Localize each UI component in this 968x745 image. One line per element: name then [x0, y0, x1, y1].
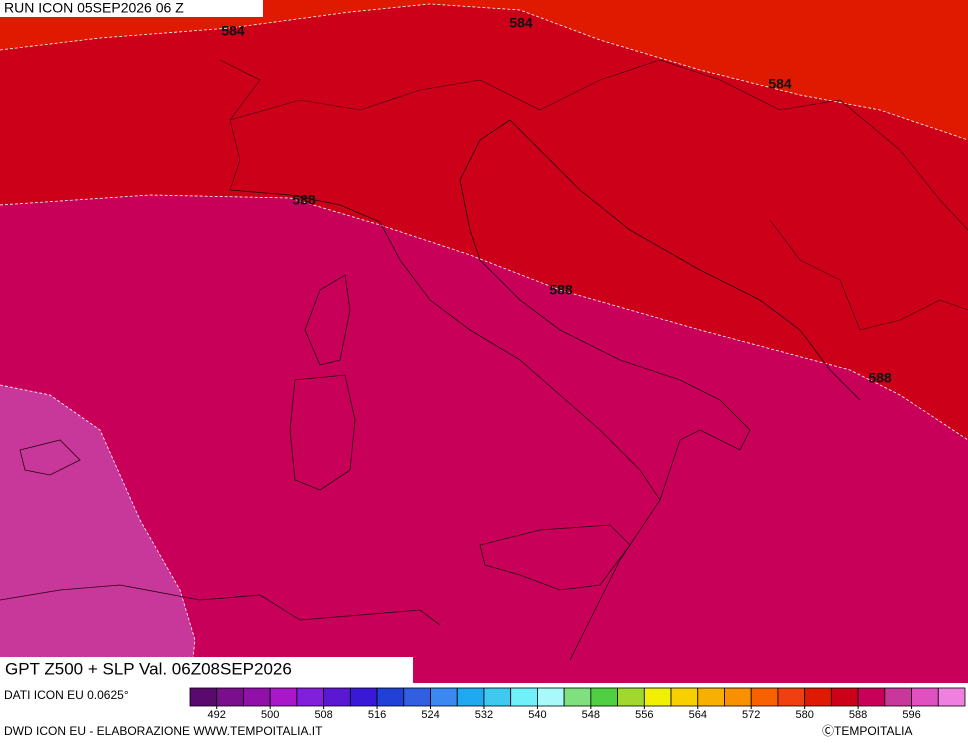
- contour-584: [0, 3, 968, 141]
- colorbar-swatch: [323, 687, 351, 707]
- colorbar-tick-label: 596: [902, 709, 920, 721]
- run-label: RUN ICON 05SEP2026 06 Z: [4, 0, 184, 16]
- colorbar-swatch: [243, 687, 271, 707]
- colorbar-tick-label: 524: [421, 709, 439, 721]
- colorbar-swatch: [189, 687, 218, 707]
- colorbar-swatch: [537, 687, 565, 707]
- colorbar-tick-label: 572: [742, 709, 760, 721]
- colorbar-tick-label: 588: [849, 709, 867, 721]
- colorbar-swatch: [483, 687, 512, 707]
- coastline: [459, 119, 861, 401]
- colorbar-swatch: [830, 687, 859, 707]
- colorbar-swatch: [590, 687, 618, 707]
- header-box: [0, 0, 263, 17]
- colorbar-tick-label: 516: [368, 709, 386, 721]
- zone-592: [0, 385, 195, 683]
- contour-label: 588: [549, 282, 573, 298]
- colorbar-swatch: [750, 687, 779, 707]
- colorbar-swatch: [403, 687, 431, 707]
- zone-588: [0, 195, 968, 683]
- border: [219, 59, 261, 191]
- colorbar-tick-label: 532: [475, 709, 493, 721]
- colorbar-swatch: [269, 687, 298, 707]
- colorbar-swatch: [349, 687, 378, 707]
- contour-label: 584: [509, 15, 533, 31]
- colorbar-swatch: [724, 687, 752, 707]
- colorbar-swatch: [296, 687, 325, 707]
- data-source: DATI ICON EU 0.0625°: [4, 688, 129, 702]
- corsica: [304, 274, 351, 366]
- colorbar-tick-label: 508: [314, 709, 332, 721]
- colorbar-swatch: [563, 687, 592, 707]
- colorbar-tick-label: 500: [261, 709, 279, 721]
- coastline: [229, 189, 661, 661]
- map-title: GPT Z500 + SLP Val. 06Z08SEP2026: [5, 659, 292, 678]
- colorbar-swatch: [911, 687, 939, 707]
- colorbar-swatch: [643, 687, 672, 707]
- contour-label: 584: [768, 76, 792, 92]
- colorbar-tick-label: 580: [795, 709, 813, 721]
- contour-label: 584: [221, 23, 245, 39]
- title-box: [0, 657, 413, 683]
- sicily: [479, 524, 631, 591]
- colorbar-swatch: [617, 687, 645, 707]
- colorbar-swatch: [430, 687, 458, 707]
- credit: DWD ICON EU - ELABORAZIONE WWW.TEMPOITAL…: [4, 724, 323, 738]
- colorbar-swatch: [216, 687, 244, 707]
- border: [229, 59, 968, 231]
- colorbar-swatch: [884, 687, 912, 707]
- colorbar-swatch: [376, 687, 405, 707]
- colorbar-swatch: [510, 687, 538, 707]
- colorbar-swatch: [804, 687, 832, 707]
- colorbar-swatch: [670, 687, 699, 707]
- border: [769, 219, 968, 331]
- colorbar-swatch: [937, 687, 966, 707]
- contour-588: [0, 194, 968, 441]
- colorbar: 492 500 508 516 524 532 540 548 556 564 572 580 588 5…: [189, 687, 966, 721]
- colorbar-swatch: [777, 687, 806, 707]
- coastline: [469, 229, 751, 501]
- coastline: [0, 584, 441, 626]
- contour-592: [0, 384, 196, 684]
- map: 584 584 584 588 588 588: [0, 0, 968, 684]
- colorbar-tick-label: 556: [635, 709, 653, 721]
- copyright: ⒸTEMPOITALIA: [822, 724, 912, 738]
- colorbar-swatch: [697, 687, 725, 707]
- sardinia: [289, 374, 356, 491]
- contour-label: 588: [292, 192, 316, 208]
- colorbar-tick-label: 540: [528, 709, 546, 721]
- colorbar-swatch: [456, 687, 485, 707]
- colorbar-tick-label: 548: [582, 709, 600, 721]
- colorbar-tick-label: 492: [208, 709, 226, 721]
- contour-label: 588: [868, 370, 892, 386]
- mallorca: [19, 439, 81, 476]
- colorbar-tick-label: 564: [689, 709, 707, 721]
- colorbar-swatch: [857, 687, 886, 707]
